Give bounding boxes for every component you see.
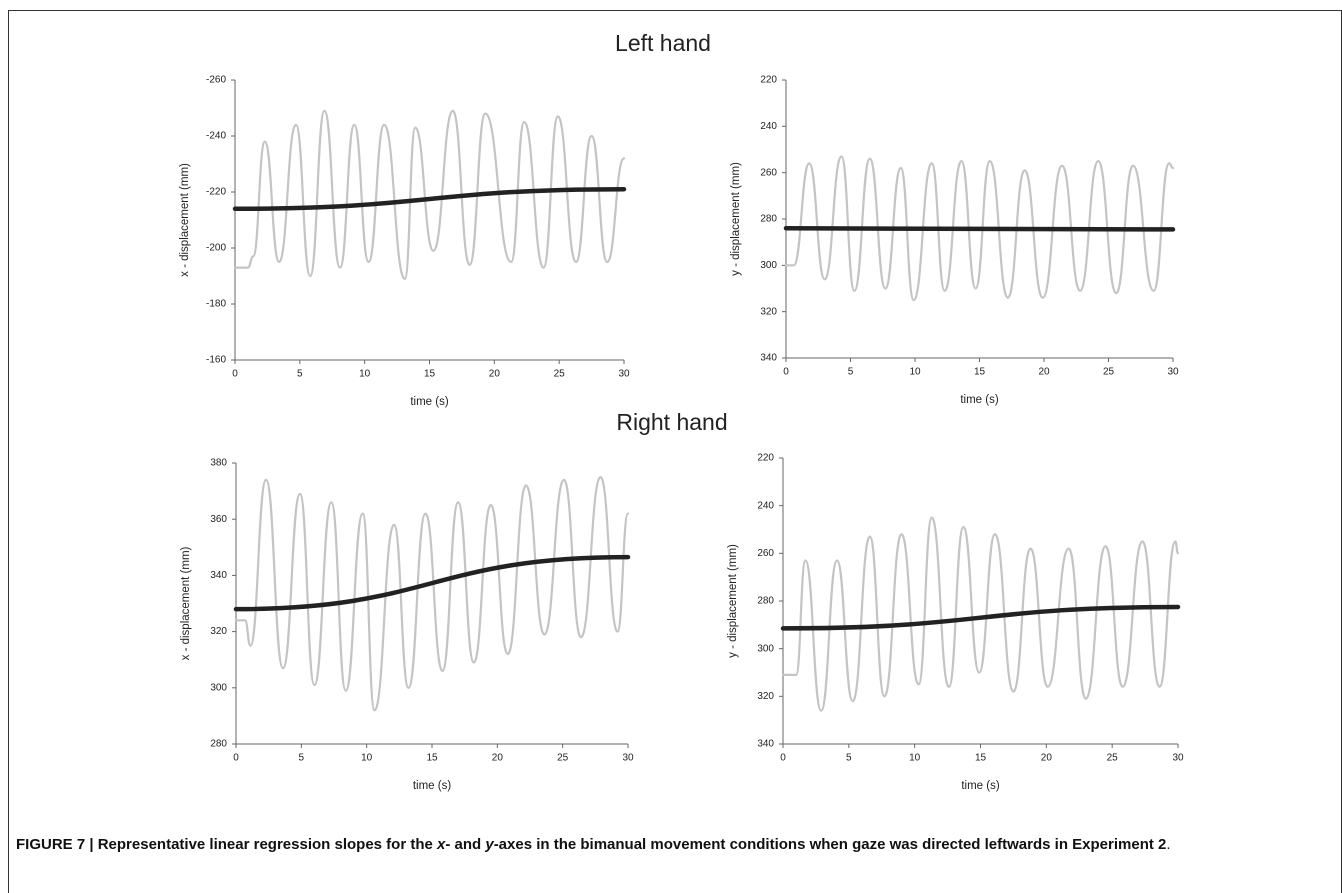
y-tick-label: 280 (757, 596, 774, 607)
y-tick-label: -200 (206, 243, 226, 254)
y-axis-label: x - displacement (mm) (180, 546, 192, 660)
x-tick-label: 5 (848, 367, 854, 378)
y-tick-label: 220 (760, 75, 777, 86)
x-tick-label: 5 (297, 369, 303, 380)
x-tick-label: 5 (299, 753, 305, 764)
y-tick-label: 300 (210, 682, 227, 693)
x-tick-label: 30 (1172, 753, 1184, 764)
y-tick-label: 320 (760, 306, 777, 317)
y-tick-label: 320 (210, 626, 227, 637)
x-tick-label: 15 (974, 367, 986, 378)
caption-text: FIGURE 7 | Representative linear regress… (16, 836, 437, 853)
y-tick-label: 320 (757, 691, 774, 702)
x-tick-label: 20 (489, 369, 501, 380)
y-tick-label: -220 (206, 187, 226, 198)
x-tick-label: 15 (975, 753, 987, 764)
y-tick-label: 300 (760, 260, 777, 271)
caption: FIGURE 7 | Representative linear regress… (16, 833, 1334, 856)
y-axis-label: x - displacement (mm) (179, 163, 191, 277)
regression-line (783, 226, 1176, 232)
y-tick-label: 280 (210, 739, 227, 750)
data-line (781, 516, 1180, 712)
y-tick-label: 380 (210, 458, 227, 469)
y-tick-label: 340 (757, 739, 774, 750)
data-line (784, 155, 1175, 302)
x-tick-label: 20 (1038, 367, 1050, 378)
regression-line (233, 554, 631, 612)
data-line (233, 109, 626, 280)
caption-text: x (437, 836, 446, 853)
x-tick-label: 0 (780, 753, 786, 764)
section-heading: Right hand (616, 409, 727, 435)
y-tick-label: 240 (760, 121, 777, 132)
y-tick-label: 260 (757, 548, 774, 559)
y-tick-label: 280 (760, 214, 777, 225)
y-tick-label: -240 (206, 131, 226, 142)
x-axis-label: time (s) (410, 396, 449, 408)
x-tick-label: 25 (1103, 367, 1115, 378)
caption-text: -axes in the bimanual movement condition… (493, 836, 1167, 853)
x-axis-label: time (s) (960, 394, 999, 406)
x-tick-label: 30 (622, 753, 634, 764)
x-tick-label: 15 (424, 369, 436, 380)
y-tick-label: -180 (206, 299, 226, 310)
y-tick-label: 240 (757, 500, 774, 511)
caption-text: - and (445, 836, 486, 853)
y-axis-label: y - displacement (mm) (727, 544, 739, 658)
y-tick-label: -160 (206, 355, 226, 366)
y-axis-label: y - displacement (mm) (730, 162, 742, 276)
caption-text: y (485, 836, 494, 853)
y-tick-label: 260 (760, 167, 777, 178)
x-axis-label: time (s) (413, 780, 452, 792)
x-tick-label: 20 (1041, 753, 1053, 764)
x-tick-label: 0 (783, 367, 789, 378)
y-tick-label: 220 (757, 453, 774, 464)
x-tick-label: 25 (1107, 753, 1119, 764)
x-tick-label: 25 (554, 369, 566, 380)
frame (8, 10, 1342, 893)
y-tick-label: -260 (206, 75, 226, 86)
x-tick-label: 10 (909, 367, 921, 378)
x-tick-label: 25 (557, 753, 569, 764)
x-tick-label: 10 (361, 753, 373, 764)
x-tick-label: 5 (846, 753, 852, 764)
caption-text: . (1166, 836, 1171, 853)
x-tick-label: 15 (426, 753, 438, 764)
x-tick-label: 0 (233, 753, 239, 764)
x-axis-label: time (s) (961, 780, 1000, 792)
x-tick-label: 30 (1167, 367, 1179, 378)
x-tick-label: 10 (909, 753, 921, 764)
y-tick-label: 360 (210, 514, 227, 525)
x-tick-label: 10 (359, 369, 371, 380)
section-heading: Left hand (615, 30, 711, 56)
data-line (234, 475, 630, 712)
y-tick-label: 340 (760, 353, 777, 364)
x-tick-label: 30 (618, 369, 630, 380)
x-tick-label: 0 (232, 369, 238, 380)
y-tick-label: 300 (757, 643, 774, 654)
y-tick-label: 340 (210, 570, 227, 581)
x-tick-label: 20 (492, 753, 504, 764)
regression-line (232, 186, 627, 212)
regression-line (780, 604, 1181, 631)
